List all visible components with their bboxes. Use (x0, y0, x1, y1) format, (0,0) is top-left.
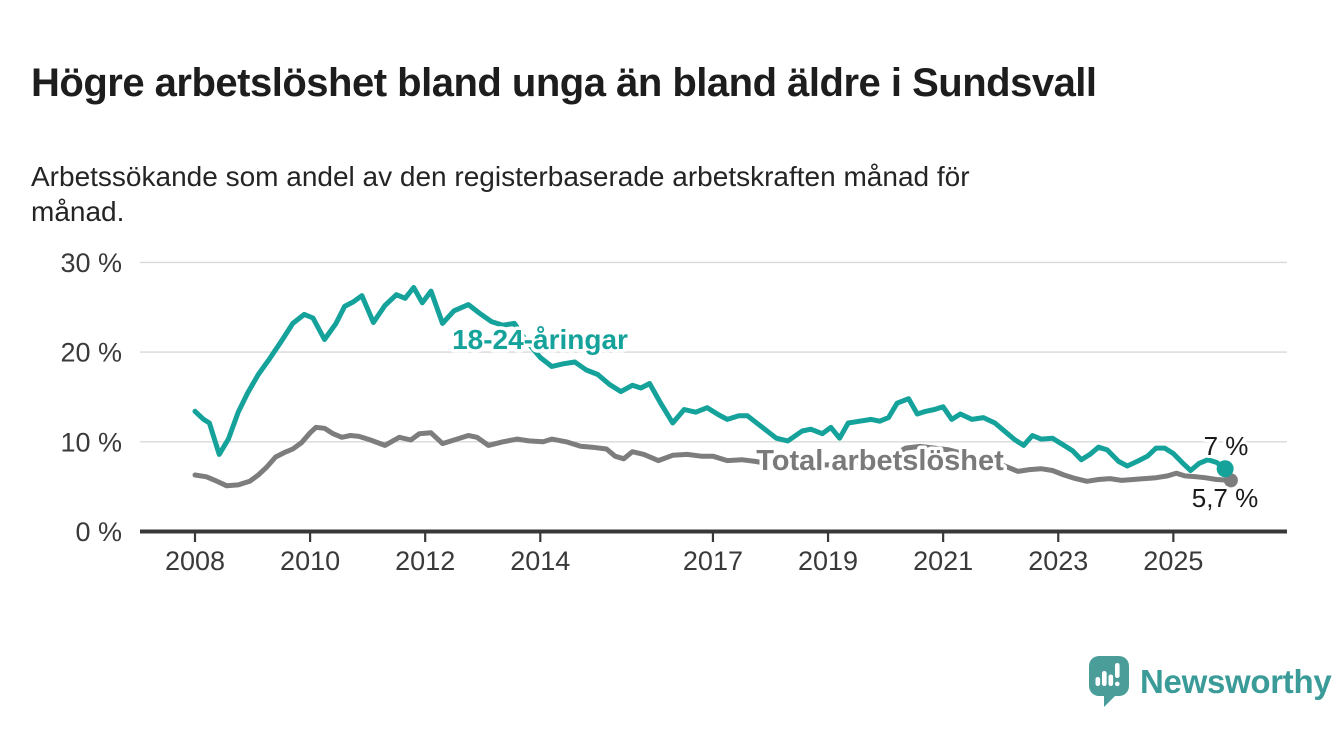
x-tick-label-2017: 2017 (683, 546, 743, 576)
series-end-dot-18-24 (1216, 460, 1234, 478)
end-value-label-18-24: 7 % (1204, 431, 1249, 461)
x-tick-label-2021: 2021 (913, 546, 973, 576)
y-tick-label-0: 0 % (75, 517, 122, 547)
x-tick-label-2012: 2012 (395, 546, 455, 576)
newsworthy-logo-text: Newsworthy (1140, 663, 1332, 700)
x-tick-label-2010: 2010 (280, 546, 340, 576)
chart-subtitle: Arbetssökande som andel av den registerb… (31, 159, 1251, 230)
x-tick-label-2019: 2019 (798, 546, 858, 576)
series-label-total: Total arbetslöshet (756, 445, 1004, 477)
x-tick-label-2014: 2014 (510, 546, 570, 576)
series-label-18-24: 18-24-åringar (452, 324, 628, 355)
newsworthy-bubble-chart-icon (1089, 656, 1129, 708)
end-value-label-total: 5,7 % (1192, 483, 1259, 513)
page-title: Högre arbetslöshet bland unga än bland ä… (31, 60, 1097, 105)
x-tick-label-2023: 2023 (1028, 546, 1088, 576)
subtitle-line-2: månad. (31, 196, 125, 228)
y-tick-label-20: 20 % (60, 338, 122, 368)
series-line-18-24 (192, 285, 1228, 473)
x-tick-label-2025: 2025 (1143, 546, 1203, 576)
series-line-total (192, 424, 1234, 489)
subtitle-line-1: Arbetssökande som andel av den registerb… (31, 161, 970, 192)
chart-label-layer: 18-24-åringar Total arbetslöshet 7 % 5,7… (449, 321, 1262, 517)
y-tick-label-30: 30 % (60, 248, 122, 278)
x-tick-label-2008: 2008 (165, 546, 225, 576)
newsworthy-logo[interactable]: Newsworthy (1089, 656, 1332, 708)
y-tick-label-10: 10 % (60, 427, 122, 457)
